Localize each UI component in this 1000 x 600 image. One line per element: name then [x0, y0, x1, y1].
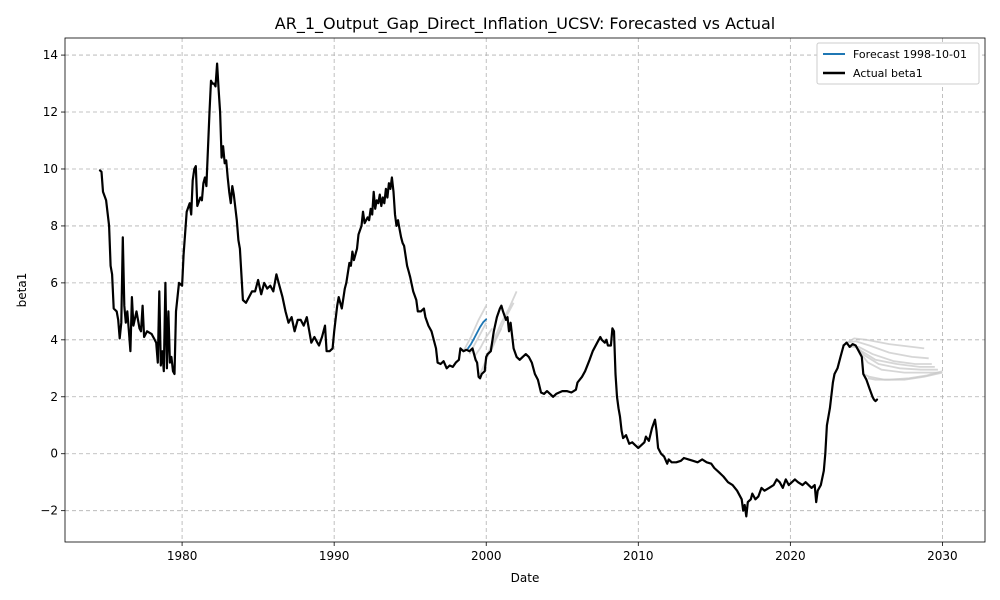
y-tick-label: 0	[50, 447, 58, 461]
y-tick-label: 4	[50, 333, 58, 347]
legend: Forecast 1998-10-01 Actual beta1	[816, 42, 980, 85]
x-tick-label: 2010	[623, 549, 654, 563]
y-axis-title: beta1	[15, 273, 29, 308]
x-tick-label: 2000	[471, 549, 502, 563]
legend-actual-label: Actual beta1	[853, 67, 923, 80]
x-tick-label: 2030	[927, 549, 958, 563]
other-forecast-line	[841, 337, 925, 350]
plot-frame	[64, 37, 986, 543]
other-forecast-line	[867, 370, 943, 381]
y-tick-label: 2	[50, 390, 58, 404]
x-tick-label: 1980	[167, 549, 198, 563]
other-forecast-line	[858, 350, 940, 374]
other-forecast-line	[489, 302, 515, 352]
x-tick-label: 2020	[775, 549, 806, 563]
y-tick-label: 6	[50, 276, 58, 290]
x-axis: 1980 1990 2000 2010 2020 2030	[167, 542, 958, 563]
legend-box	[816, 42, 980, 85]
y-tick-label: 12	[43, 105, 58, 119]
chart-title: AR_1_Output_Gap_Direct_Inflation_UCSV: F…	[275, 14, 775, 34]
other-forecast-line	[853, 344, 938, 371]
other-forecast-line	[473, 327, 494, 358]
x-tick-label: 1990	[319, 549, 350, 563]
forecast-series-line	[467, 318, 488, 350]
y-tick-label: 10	[43, 162, 58, 176]
x-axis-title: Date	[511, 571, 540, 585]
y-axis: −2 0 2 4 6 8 10 12 14	[40, 48, 65, 518]
y-tick-label: 14	[43, 48, 58, 62]
legend-forecast-label: Forecast 1998-10-01	[853, 48, 967, 61]
y-tick-label: −2	[40, 504, 58, 518]
other-forecast-line	[462, 305, 487, 352]
y-tick-label: 8	[50, 219, 58, 233]
actual-series-line	[98, 62, 879, 518]
series-layer	[98, 62, 879, 518]
other-forecast-line	[844, 340, 929, 360]
